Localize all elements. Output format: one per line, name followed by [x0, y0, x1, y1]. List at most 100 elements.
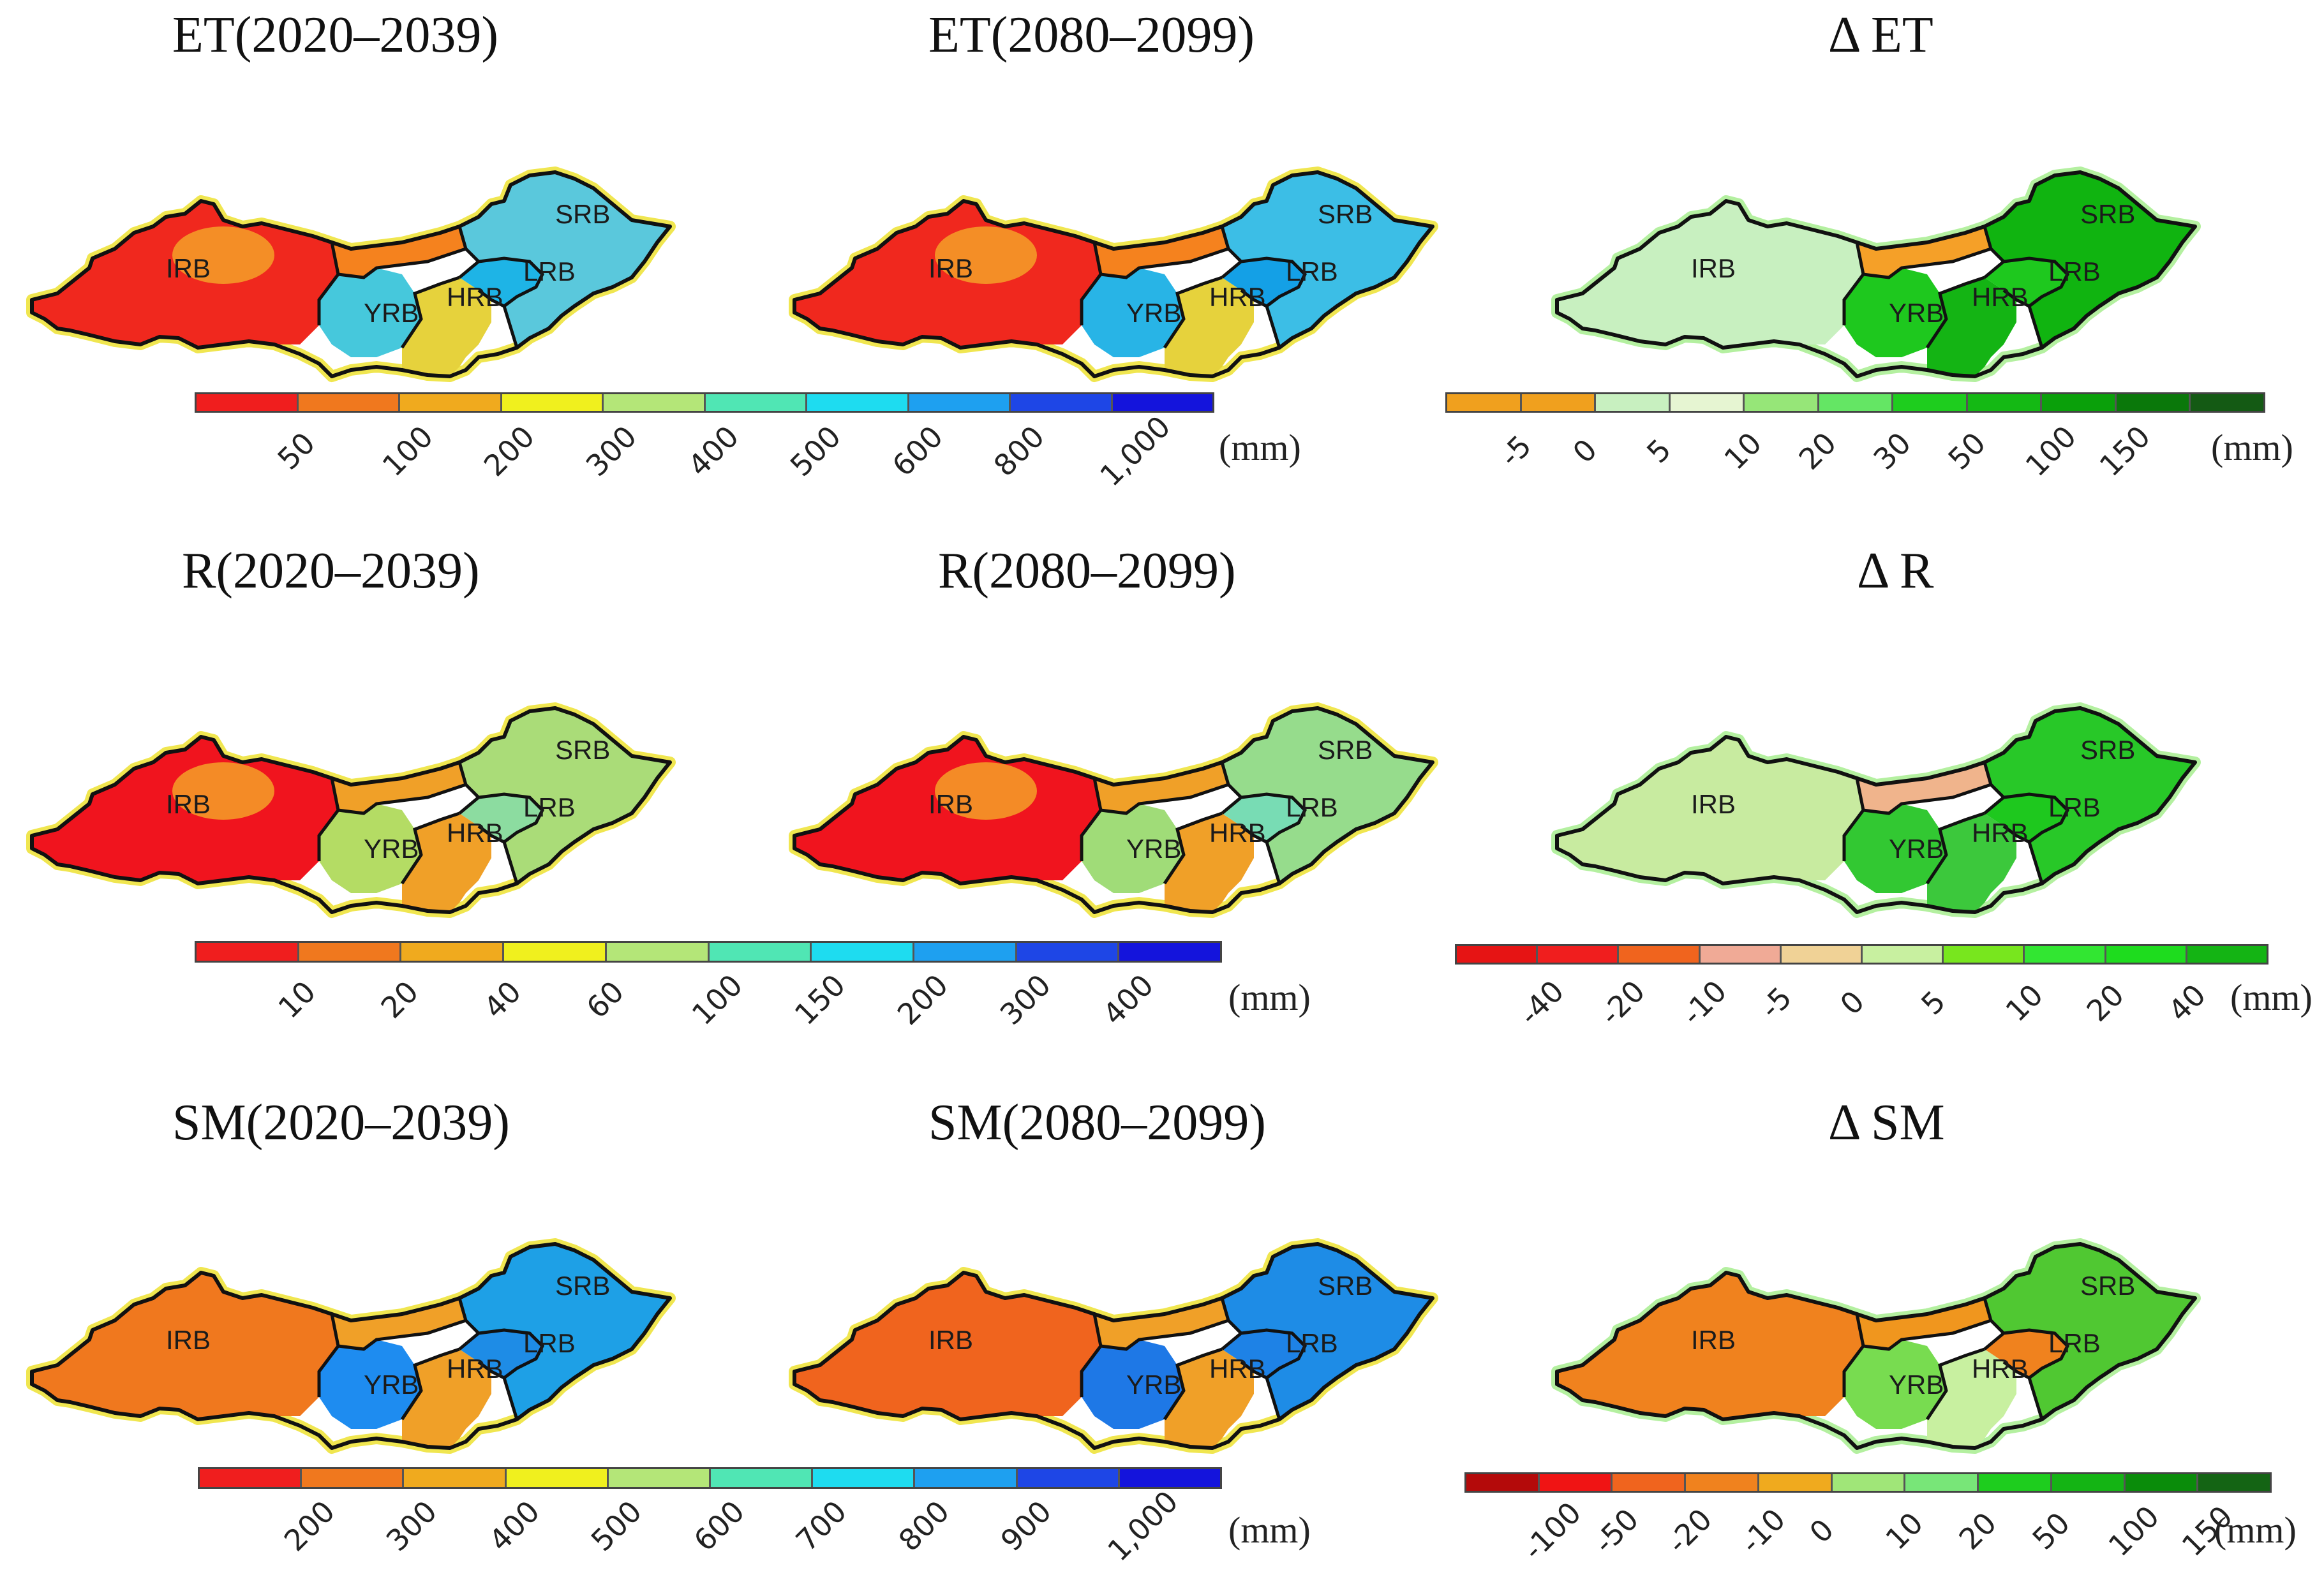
basin-border — [1990, 248, 2005, 263]
basin-border — [1080, 1313, 1103, 1397]
basin-border — [400, 811, 460, 885]
colorbar-swatch — [401, 943, 505, 961]
region-label-yrb: YRB — [364, 298, 419, 328]
colorbar-swatch — [1832, 1474, 1906, 1491]
region-srb — [459, 1244, 670, 1419]
region-label-irb: IRB — [1691, 253, 1736, 283]
region-srb — [1985, 708, 2195, 884]
panel-title-delta-sm: Δ SM — [1828, 1095, 1945, 1151]
basin-border — [1990, 1319, 2005, 1335]
colorbar-tick-label: 5 — [1640, 432, 1678, 470]
basin-border — [1925, 276, 1985, 349]
unit-delta-r: (mm) — [2230, 977, 2313, 1018]
region-label-srb: SRB — [2080, 199, 2135, 229]
colorbar-tick-label: 5 — [1914, 984, 1953, 1022]
colorbar-swatch — [1759, 1474, 1833, 1491]
basin-border — [1080, 778, 1103, 861]
region-hrb — [402, 813, 491, 912]
map-outline — [30, 1242, 672, 1450]
colorbar-tick-label: 100 — [2101, 1498, 2166, 1564]
map-panel: IRB YRB HRB LRB SRB — [26, 1238, 676, 1454]
basin-border — [1925, 1347, 1985, 1421]
region-label-hrb: HRB — [1209, 818, 1266, 848]
region-yrb — [1082, 804, 1184, 893]
region-yrb — [319, 1340, 421, 1429]
map-panel: IRB YRB HRB LRB SRB — [789, 1238, 1438, 1454]
basin-border — [2002, 825, 2030, 844]
map-panel: IRB YRB HRB LRB SRB — [789, 166, 1438, 382]
region-yrb — [1082, 268, 1184, 357]
colorbar-r — [195, 941, 1222, 963]
unit-r: (mm) — [1228, 977, 1311, 1018]
colorbar-tick-label: 150 — [2093, 418, 2157, 484]
colorbar-tick-label: 800 — [891, 1493, 956, 1558]
panel-title-delta-et: Δ ET — [1828, 7, 1933, 63]
region-label-lrb: LRB — [1286, 1328, 1338, 1358]
colorbar-tick-label: -20 — [1660, 1502, 1719, 1560]
colorbar-swatch — [400, 394, 502, 411]
colorbar-swatch — [302, 1469, 405, 1487]
region-hrb — [402, 1349, 491, 1448]
colorbar-tick-label: 60 — [579, 974, 631, 1025]
colorbar-delta-r — [1455, 944, 2268, 965]
colorbar-swatch — [705, 394, 807, 411]
colorbar-swatch — [404, 1469, 507, 1487]
region-west — [32, 1273, 338, 1419]
colorbar-tick-label: 10 — [1717, 425, 1769, 477]
colorbar-tick-label: 40 — [477, 974, 528, 1025]
basin-border — [338, 1298, 468, 1351]
map-panel: IRB YRB HRB LRB SRB — [1551, 702, 2201, 918]
region-label-irb: IRB — [166, 253, 211, 283]
colorbar-swatch — [298, 394, 400, 411]
colorbar-swatch — [1686, 1474, 1759, 1491]
region-label-hrb: HRB — [447, 818, 503, 848]
basin-border — [465, 783, 480, 799]
colorbar-swatch — [1613, 1474, 1687, 1491]
colorbar-swatch — [2116, 394, 2191, 411]
colorbar-tick-label: 900 — [994, 1493, 1059, 1558]
basin-border — [2002, 1361, 2030, 1380]
basin-border — [1842, 778, 1865, 861]
region-label-hrb: HRB — [1209, 1354, 1266, 1384]
colorbar-tick-label: 10 — [1998, 977, 2050, 1028]
map-outline — [1555, 1242, 2197, 1450]
basin-border — [1163, 276, 1223, 349]
region-label-hrb: HRB — [1972, 1354, 2029, 1384]
colorbar-sm — [198, 1467, 1222, 1489]
region-label-yrb: YRB — [1889, 298, 1944, 328]
map-panel: IRB YRB HRB LRB SRB — [26, 702, 676, 918]
region-label-srb: SRB — [2080, 735, 2135, 765]
region-label-yrb: YRB — [1889, 834, 1944, 864]
colorbar-tick-label: -100 — [1516, 1495, 1588, 1567]
colorbar-swatch — [1700, 946, 1782, 963]
region-label-irb: IRB — [1691, 789, 1736, 819]
colorbar-swatch — [2191, 394, 2264, 411]
region-tint — [935, 226, 1037, 284]
colorbar-swatch — [1745, 394, 1819, 411]
colorbar-tick-label: -50 — [1586, 1502, 1646, 1560]
region-label-lrb: LRB — [523, 256, 576, 286]
colorbar-swatch — [506, 1469, 609, 1487]
colorbar-swatch — [2106, 946, 2187, 963]
region-hrb — [1927, 1349, 2016, 1448]
map-outline — [793, 1242, 1434, 1450]
region-label-srb: SRB — [1318, 1271, 1373, 1301]
basin-border — [1842, 1313, 1865, 1397]
region-label-lrb: LRB — [1286, 792, 1338, 822]
colorbar-tick-label: 10 — [1879, 1505, 1930, 1557]
basin-border — [1983, 792, 2070, 884]
region-label-srb: SRB — [1318, 199, 1373, 229]
region-label-lrb: LRB — [2048, 1328, 2101, 1358]
region-label-srb: SRB — [555, 735, 610, 765]
colorbar-tick-label: 300 — [993, 967, 1058, 1032]
colorbar-swatch — [606, 943, 710, 961]
colorbar-tick-label: 0 — [1565, 432, 1604, 470]
colorbar-tick-label: 100 — [2018, 418, 2083, 484]
colorbar-swatch — [1619, 946, 1701, 963]
colorbar-tick-label: 0 — [1833, 984, 1871, 1022]
region-tint — [172, 762, 274, 820]
colorbar-tick-label: 20 — [2080, 977, 2131, 1028]
basin-border — [1100, 1298, 1231, 1351]
basin-border — [1100, 762, 1231, 815]
region-label-irb: IRB — [166, 789, 211, 819]
